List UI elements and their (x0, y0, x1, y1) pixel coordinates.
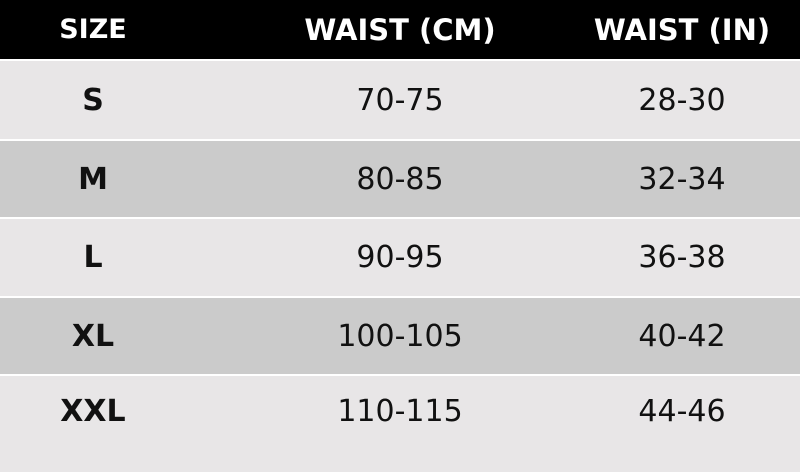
waist-cm-cell: 90-95 (356, 240, 444, 275)
waist-in-cell: 40-42 (638, 318, 726, 354)
header-waist-in: WAIST (IN) (593, 12, 771, 47)
size-cell: M (78, 161, 108, 197)
size-cell: XL (71, 318, 115, 354)
waist-cm-cell: 80-85 (356, 161, 444, 197)
waist-cm-cell: 110-115 (337, 394, 463, 429)
waist-in-cell: 28-30 (638, 82, 726, 118)
table-row: L 90-95 36-38 (0, 219, 800, 296)
size-cell: S (82, 82, 104, 118)
header-size: SIZE (59, 14, 127, 45)
table-row: XXL 110-115 44-46 (0, 376, 800, 472)
header-waist-cm: WAIST (CM) (304, 12, 496, 47)
waist-in-cell: 44-46 (638, 394, 726, 429)
waist-in-cell: 36-38 (638, 240, 726, 275)
size-cell: XXL (60, 394, 126, 429)
waist-cm-cell: 100-105 (337, 318, 463, 354)
table-row: S 70-75 28-30 (0, 61, 800, 139)
table-row: XL 100-105 40-42 (0, 298, 800, 374)
table-row: M 80-85 32-34 (0, 141, 800, 217)
waist-cm-cell: 70-75 (356, 82, 444, 118)
size-cell: L (83, 240, 103, 275)
table-header: SIZE WAIST (CM) WAIST (IN) (0, 0, 800, 59)
waist-in-cell: 32-34 (638, 161, 726, 197)
